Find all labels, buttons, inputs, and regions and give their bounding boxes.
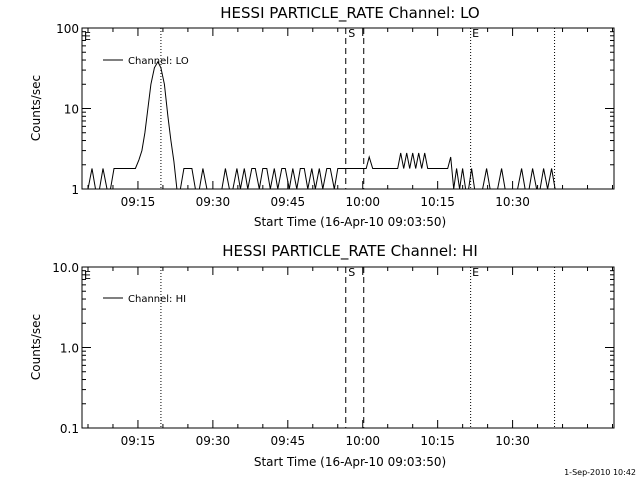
marker-e-end-lo: E	[472, 27, 479, 40]
plot-frame	[81, 266, 615, 429]
y-tick-label: 10	[64, 103, 79, 117]
x-tick-label: 10:00	[345, 434, 380, 448]
x-tick-label: 10:30	[495, 434, 530, 448]
y-tick-label: 1.0	[60, 342, 79, 356]
timestamp-stamp: 1-Sep-2010 10:42	[564, 468, 636, 477]
x-tick-label: 10:15	[420, 434, 455, 448]
marker-e-start-lo: E	[84, 30, 91, 43]
chart-title-lo: HESSI PARTICLE_RATE Channel: LO	[220, 4, 479, 23]
legend-label-hi: Channel: HI	[128, 294, 186, 305]
y-tick-label: 1	[71, 183, 79, 197]
y-axis-label-lo: Counts/sec	[29, 75, 43, 141]
panel-hi: HESSI PARTICLE_RATE Channel: HI Counts/s…	[29, 242, 615, 469]
y-tick-label: 100	[56, 22, 79, 36]
marker-s-lo: S	[348, 27, 355, 40]
x-tick-label: 09:15	[121, 434, 156, 448]
legend-lo: Channel: LO	[103, 56, 189, 67]
x-tick-label: 09:45	[271, 434, 306, 448]
x-axis-label-hi: Start Time (16-Apr-10 09:03:50)	[254, 455, 446, 469]
plot-frame	[81, 27, 615, 190]
y-tick-label: 10.0	[52, 261, 79, 275]
y-axis-label-hi: Counts/sec	[29, 314, 43, 380]
legend-hi: Channel: HI	[103, 294, 186, 305]
x-tick-label: 09:15	[121, 195, 156, 209]
y-tick-label: 0.1	[60, 422, 79, 436]
x-tick-label: 10:30	[495, 195, 530, 209]
x-tick-label: 09:45	[271, 195, 306, 209]
x-axis-label-lo: Start Time (16-Apr-10 09:03:50)	[254, 215, 446, 229]
x-tick-label: 10:00	[345, 195, 380, 209]
x-tick-label: 09:30	[196, 195, 231, 209]
marker-e-end-hi: E	[472, 266, 479, 279]
marker-e-start-hi: E	[84, 269, 91, 282]
panel-lo: HESSI PARTICLE_RATE Channel: LO Counts/s…	[29, 4, 615, 229]
marker-s-hi: S	[348, 266, 355, 279]
series-line	[83, 60, 561, 190]
legend-label-lo: Channel: LO	[128, 56, 189, 67]
chart-title-hi: HESSI PARTICLE_RATE Channel: HI	[222, 242, 478, 261]
x-tick-label: 09:30	[196, 434, 231, 448]
x-tick-label: 10:15	[420, 195, 455, 209]
